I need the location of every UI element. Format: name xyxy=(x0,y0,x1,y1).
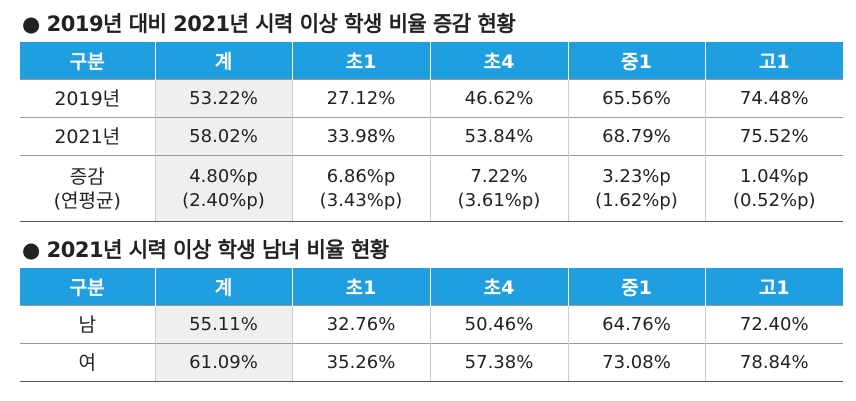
cell-line: (2.40%p) xyxy=(182,189,265,211)
header-cell: 초1 xyxy=(291,42,430,80)
header-cell: 구분 xyxy=(20,268,155,306)
table-cell: 35.26% xyxy=(291,343,430,382)
table-cell: 남 xyxy=(20,305,155,344)
table-cell: 2019년 xyxy=(20,79,155,118)
table-cell: 64.76% xyxy=(567,305,705,344)
header-cell: 고1 xyxy=(704,42,843,80)
data-table: 구분 계 초1 초4 중1 고1 2019년 53.22% 27.12% 46.62% 65.56%… xyxy=(20,42,843,222)
cell-line: 4.80%p xyxy=(189,165,258,187)
table-cell: 57.38% xyxy=(429,343,568,382)
table-cell: 46.62% xyxy=(429,79,568,118)
data-table: 구분 계 초1 초4 중1 고1 남 55.11% 32.76% 50.46% 64.76% 72.4… xyxy=(20,268,843,382)
table-cell: 3.23%p (1.62%p) xyxy=(567,155,705,222)
table-cell: 32.76% xyxy=(291,305,430,344)
header-cell: 초1 xyxy=(291,268,430,306)
table-cell: 6.86%p (3.43%p) xyxy=(291,155,430,222)
header-cell: 중1 xyxy=(567,42,705,80)
table-cell: 7.22% (3.61%p) xyxy=(429,155,568,222)
table-cell: 증감 (연평균) xyxy=(20,155,155,222)
table-cell: 61.09% xyxy=(154,343,292,382)
header-cell: 계 xyxy=(154,42,292,80)
table-cell: 73.08% xyxy=(567,343,705,382)
table-cell: 53.22% xyxy=(154,79,292,118)
cell-line: (1.62%p) xyxy=(595,189,678,211)
cell-line: 1.04%p xyxy=(739,165,809,187)
header-row: 구분 계 초1 초4 중1 고1 xyxy=(20,42,843,80)
section-title: ● 2019년 대비 2021년 시력 이상 학생 비율 증감 현황 xyxy=(22,12,516,36)
table-cell: 여 xyxy=(20,343,155,382)
table-cell: 53.84% xyxy=(429,117,568,156)
cell-line: 6.86%p xyxy=(326,165,396,187)
cell-line: 3.23%p xyxy=(602,165,671,187)
table-row: 2021년 58.02% 33.98% 53.84% 68.79% 75.52% xyxy=(20,117,843,156)
section-title: ● 2021년 시력 이상 학생 남녀 비율 현황 xyxy=(22,238,389,262)
header-cell: 계 xyxy=(154,268,292,306)
table-cell: 75.52% xyxy=(704,117,843,156)
table-cell: 58.02% xyxy=(154,117,292,156)
cell-line: 7.22% xyxy=(470,165,528,187)
header-cell: 초4 xyxy=(429,268,568,306)
table-cell: 68.79% xyxy=(567,117,705,156)
table-cell: 74.48% xyxy=(704,79,843,118)
cell-line: 증감 xyxy=(69,165,105,188)
table-cell: 78.84% xyxy=(704,343,843,382)
cell-line: (연평균) xyxy=(53,189,121,212)
table-cell: 50.46% xyxy=(429,305,568,344)
table-row: 남 55.11% 32.76% 50.46% 64.76% 72.40% xyxy=(20,305,843,344)
cell-line: (0.52%p) xyxy=(732,189,816,211)
table-row: 여 61.09% 35.26% 57.38% 73.08% 78.84% xyxy=(20,343,843,382)
table-cell: 33.98% xyxy=(291,117,430,156)
header-cell: 중1 xyxy=(567,268,705,306)
table-cell: 27.12% xyxy=(291,79,430,118)
table-cell: 2021년 xyxy=(20,117,155,156)
cell-line: (3.43%p) xyxy=(319,189,403,211)
table-cell: 72.40% xyxy=(704,305,843,344)
table-cell: 55.11% xyxy=(154,305,292,344)
table-cell: 65.56% xyxy=(567,79,705,118)
header-row: 구분 계 초1 초4 중1 고1 xyxy=(20,268,843,306)
table-cell: 4.80%p (2.40%p) xyxy=(154,155,292,222)
header-cell: 구분 xyxy=(20,42,155,80)
table-cell: 1.04%p (0.52%p) xyxy=(704,155,843,222)
table-row: 증감 (연평균) 4.80%p (2.40%p) 6.86%p (3.43%p) 7.22%… xyxy=(20,155,843,222)
header-cell: 고1 xyxy=(704,268,843,306)
cell-line: (3.61%p) xyxy=(457,189,541,211)
table-row: 2019년 53.22% 27.12% 46.62% 65.56% 74.48% xyxy=(20,79,843,118)
header-cell: 초4 xyxy=(429,42,568,80)
